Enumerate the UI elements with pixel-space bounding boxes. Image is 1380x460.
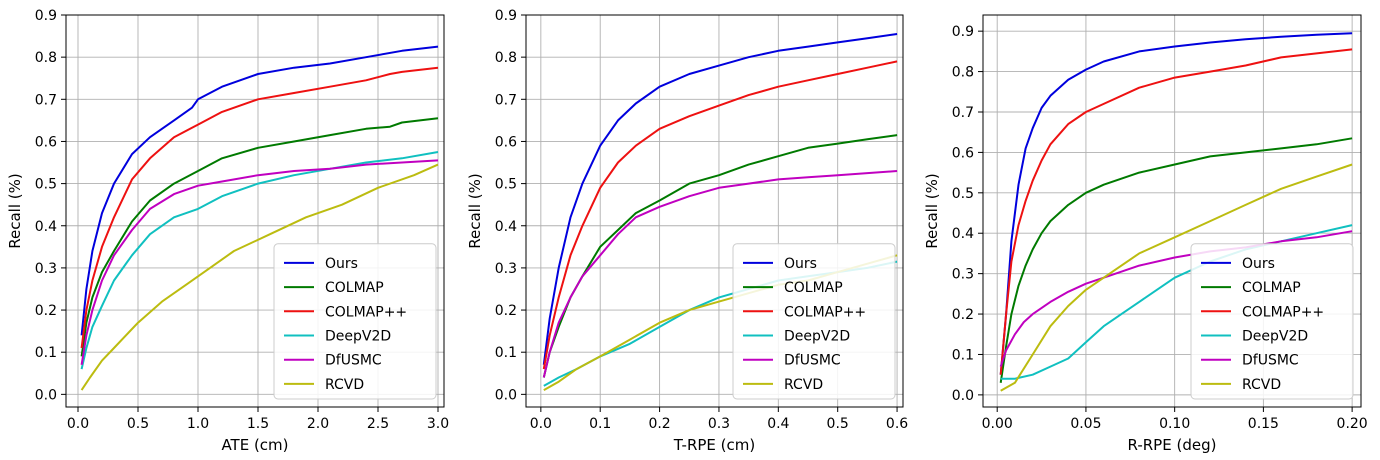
legend: Ours COLMAP COLMAP++ DeepV2D DfUSMC RCVD: [732, 243, 896, 400]
legend-label: COLMAP: [784, 280, 843, 296]
y-axis-label: Recall (%): [466, 173, 484, 248]
x-tick-label: 3.0: [427, 416, 449, 432]
legend-label: Ours: [325, 256, 358, 272]
y-tick-label: 0.3: [952, 267, 974, 283]
series-line-dfusmc: [80, 159, 439, 365]
x-tick-label: 2.5: [367, 416, 389, 432]
y-tick-label: 0.3: [35, 261, 57, 277]
legend-label: COLMAP: [1242, 280, 1301, 296]
legend-label: COLMAP: [325, 280, 384, 296]
legend-box: [1190, 243, 1354, 400]
y-tick-label: 0.8: [35, 50, 57, 66]
y-tick-label: 0.9: [952, 24, 974, 40]
axes-frame: [982, 14, 1362, 408]
y-tick-label: 0.1: [495, 345, 517, 361]
series-line-rcvd: [80, 163, 439, 391]
x-axis-label: R-RPE (deg): [1128, 436, 1217, 454]
axes-frame: [525, 14, 904, 408]
legend-label: RCVD: [784, 377, 823, 393]
legend-label: DeepV2D: [1242, 329, 1308, 345]
series-line-ours: [542, 33, 898, 365]
x-tick-label: 1.5: [247, 416, 269, 432]
y-tick-label: 0.3: [495, 261, 517, 277]
y-tick-label: 0.6: [495, 134, 517, 150]
y-tick-label: 0.5: [35, 177, 57, 193]
y-tick-label: 0.1: [952, 347, 974, 363]
y-tick-label: 0.1: [35, 345, 57, 361]
y-tick-label: 0.4: [952, 226, 974, 242]
series-line-colmappp: [542, 60, 898, 370]
x-tick-label: 0.15: [1248, 416, 1279, 432]
legend-label: DfUSMC: [784, 353, 841, 369]
chart-panel-3: 0.00 0.05 0.10 0.15 0.20 0.0 0.1 0.2 0.3 0.4 0.5 0.…: [923, 14, 1368, 454]
legend-label: Ours: [1242, 256, 1275, 272]
y-tick-label: 0.6: [35, 134, 57, 150]
legend-label: RCVD: [325, 377, 364, 393]
y-tick-label: 0.9: [495, 8, 517, 24]
y-tick-label: 0.5: [952, 186, 974, 202]
x-tick-label: 0.5: [127, 416, 149, 432]
y-tick-label: 0.8: [495, 50, 517, 66]
series-line-colmap: [80, 117, 439, 357]
x-tick-label: 0.0: [67, 416, 89, 432]
y-tick-label: 0.8: [952, 65, 974, 81]
x-tick-label: 0.10: [1159, 416, 1190, 432]
series-line-ours: [80, 45, 439, 336]
x-tick-label: 0.2: [648, 416, 670, 432]
legend-label: DeepV2D: [784, 329, 850, 345]
chart-panel-1: 0.0 0.5 1.0 1.5 2.0 2.5 3.0 0.0 0.1 0.2 0.3 0.4 0.5 0…: [6, 8, 449, 454]
y-tick-label: 0.2: [495, 303, 517, 319]
x-tick-label: 1.0: [187, 416, 209, 432]
y-tick-label: 0.2: [35, 303, 57, 319]
series-line-rcvd: [1000, 163, 1353, 392]
legend-label: COLMAP++: [325, 304, 407, 320]
series-line-colmappp: [999, 48, 1353, 375]
y-axis-label: Recall (%): [923, 173, 941, 248]
y-tick-label: 0.4: [495, 219, 517, 235]
legend-label: COLMAP++: [784, 304, 866, 320]
x-tick-label: 0.3: [708, 416, 730, 432]
legend-label: COLMAP++: [1242, 304, 1324, 320]
x-tick-label: 2.0: [307, 416, 329, 432]
y-tick-label: 0.9: [35, 8, 57, 24]
legend-label: RCVD: [1242, 377, 1281, 393]
y-tick-label: 0.2: [952, 307, 974, 323]
x-tick-label: 0.00: [982, 416, 1013, 432]
x-tick-label: 0.20: [1337, 416, 1368, 432]
series-line-ours: [999, 32, 1353, 375]
y-axis-label: Recall (%): [6, 173, 24, 248]
legend: Ours COLMAP COLMAP++ DeepV2D DfUSMC RCVD: [1190, 243, 1354, 400]
series-line-colmap: [999, 137, 1353, 383]
y-tick-label: 0.6: [952, 145, 974, 161]
y-tick-label: 0.0: [35, 387, 57, 403]
series-line-dfusmc: [542, 170, 898, 378]
y-tick-label: 0.7: [495, 92, 517, 108]
x-tick-label: 0.5: [827, 416, 849, 432]
y-tick-label: 0.7: [35, 92, 57, 108]
legend-label: Ours: [784, 256, 817, 272]
x-axis-label: ATE (cm): [221, 436, 288, 454]
y-tick-label: 0.4: [35, 219, 57, 235]
x-tick-label: 0.0: [530, 416, 552, 432]
legend-box: [273, 243, 437, 400]
y-tick-label: 0.0: [495, 387, 517, 403]
legend: Ours COLMAP COLMAP++ DeepV2D DfUSMC RCVD: [273, 243, 437, 400]
chart-panel-2: 0.0 0.1 0.2 0.3 0.4 0.5 0.6 0.0 0.1 0.2 0.3 0.4 0.5 0…: [466, 8, 908, 454]
y-tick-label: 0.0: [952, 388, 974, 404]
axes-frame: [65, 14, 445, 408]
series-line-colmappp: [80, 66, 439, 349]
x-tick-label: 0.1: [589, 416, 611, 432]
legend-label: DfUSMC: [325, 353, 382, 369]
legend-label: DfUSMC: [1242, 353, 1299, 369]
x-tick-label: 0.6: [886, 416, 908, 432]
legend-label: DeepV2D: [325, 329, 391, 345]
y-tick-label: 0.7: [952, 105, 974, 121]
legend-box: [732, 243, 896, 400]
x-tick-label: 0.05: [1070, 416, 1101, 432]
series-line-deepv2d: [80, 151, 439, 370]
y-tick-label: 0.5: [495, 177, 517, 193]
x-tick-label: 0.4: [767, 416, 789, 432]
x-axis-label: T-RPE (cm): [673, 436, 755, 454]
